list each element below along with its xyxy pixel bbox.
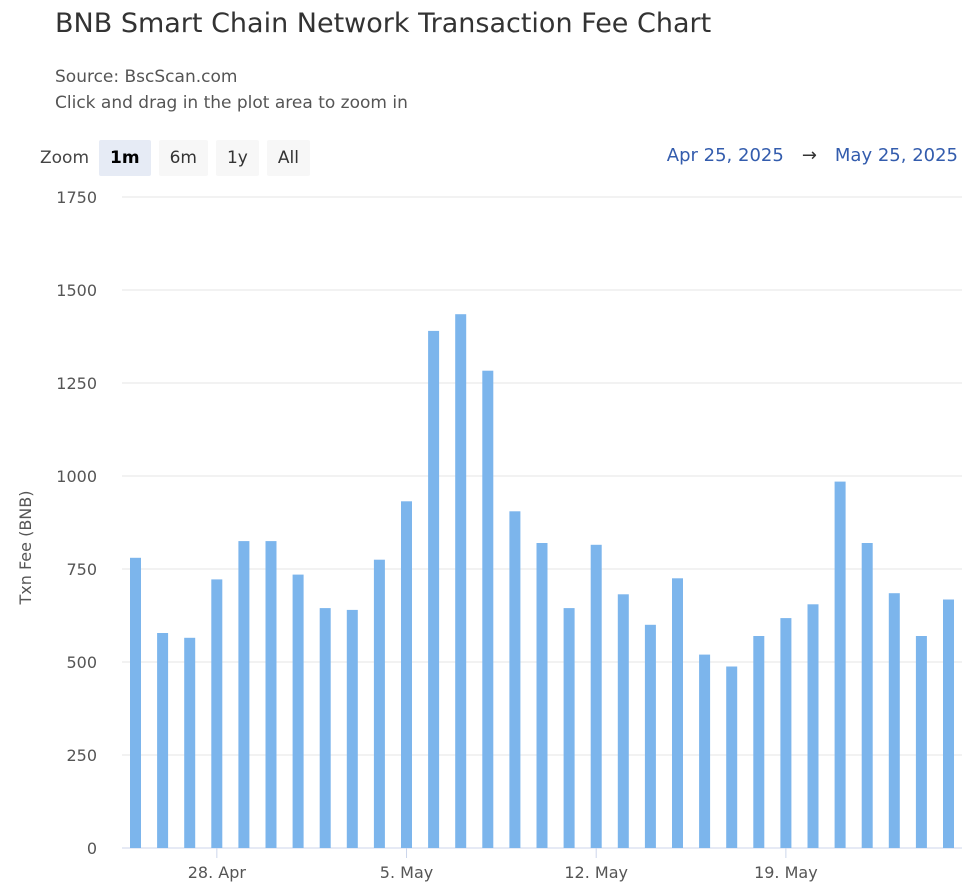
bar-2025-05-03[interactable] [346, 609, 358, 848]
bar-2025-05-22[interactable] [861, 543, 873, 848]
source-text: Source: BscScan.com [55, 67, 238, 87]
bar-2025-05-15[interactable] [672, 578, 683, 848]
bar-2025-05-19[interactable] [780, 618, 792, 848]
y-tick-label: 750 [66, 560, 97, 579]
bar-2025-04-25[interactable] [130, 557, 141, 848]
y-axis-labels: 0 250 500 750 1000 1250 1500 1750 [56, 188, 97, 858]
y-tick-label: 1000 [56, 467, 97, 486]
y-tick-label: 1750 [56, 188, 97, 207]
bar-2025-05-17[interactable] [726, 666, 738, 849]
bar-2025-04-26[interactable] [157, 633, 169, 848]
y-tick-label: 1500 [56, 281, 97, 300]
bar-2025-05-01[interactable] [292, 574, 304, 848]
x-tick-label: 5. May [380, 863, 433, 882]
x-tick-label: 12. May [564, 863, 628, 882]
date-range: Apr 25, 2025 → May 25, 2025 [667, 145, 958, 166]
bar-2025-05-06[interactable] [428, 330, 440, 848]
bar-2025-05-08[interactable] [482, 370, 494, 848]
bar-2025-05-23[interactable] [888, 593, 900, 848]
y-tick-label: 0 [87, 839, 97, 858]
bar-2025-05-02[interactable] [319, 608, 331, 848]
bar-2025-05-24[interactable] [915, 636, 927, 848]
y-tick-label: 250 [66, 746, 97, 765]
chart-title: BNB Smart Chain Network Transaction Fee … [55, 8, 712, 39]
zoom-1y-button[interactable]: 1y [215, 140, 259, 176]
bar-2025-04-29[interactable] [238, 541, 250, 848]
zoom-label: Zoom [40, 148, 90, 168]
bar-2025-05-12[interactable] [590, 544, 602, 848]
bar-2025-04-27[interactable] [184, 637, 196, 848]
bar-2025-04-28[interactable] [211, 579, 223, 848]
bar-series [130, 314, 954, 848]
bar-2025-05-05[interactable] [401, 501, 412, 848]
zoom-1m-button[interactable]: 1m [99, 140, 151, 176]
range-to-input[interactable]: May 25, 2025 [834, 145, 958, 166]
zoom-all-button[interactable]: All [266, 140, 310, 176]
bar-2025-05-18[interactable] [753, 636, 765, 848]
bar-2025-05-16[interactable] [699, 654, 711, 848]
x-axis: 28. Apr 5. May 12. May 19. May [188, 848, 818, 882]
bar-2025-05-21[interactable] [834, 481, 846, 848]
bar-2025-05-25[interactable] [943, 599, 954, 849]
y-tick-label: 1250 [56, 374, 97, 393]
range-arrow: → [801, 145, 817, 166]
y-axis-title: Txn Fee (BNB) [16, 491, 35, 606]
chart-subtitle: Source: BscScan.com Click and drag in th… [55, 64, 408, 116]
x-tick-label: 19. May [754, 863, 818, 882]
bar-2025-04-30[interactable] [265, 541, 277, 848]
bar-2025-05-09[interactable] [509, 511, 521, 848]
bar-2025-05-07[interactable] [455, 314, 467, 848]
zoom-controls: Zoom 1m 6m 1y All [40, 140, 318, 176]
zoom-6m-button[interactable]: 6m [158, 140, 208, 176]
range-from-input[interactable]: Apr 25, 2025 [666, 145, 784, 166]
bar-2025-05-20[interactable] [807, 604, 819, 848]
bar-2025-05-10[interactable] [536, 543, 548, 848]
y-tick-label: 500 [66, 653, 97, 672]
bar-2025-05-04[interactable] [373, 559, 385, 848]
zoom-hint: Click and drag in the plot area to zoom … [55, 93, 408, 113]
x-tick-label: 28. Apr [188, 863, 247, 882]
bar-2025-05-14[interactable] [644, 624, 656, 848]
bar-2025-05-13[interactable] [617, 594, 629, 848]
bar-2025-05-11[interactable] [563, 608, 575, 848]
